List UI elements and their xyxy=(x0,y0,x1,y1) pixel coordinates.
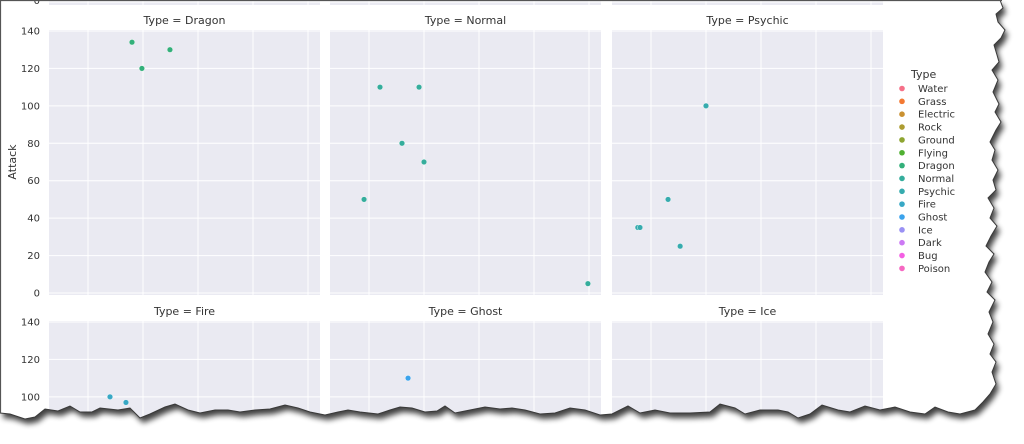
legend-label: Rock xyxy=(918,123,942,134)
facet-title: Type = Ghost xyxy=(428,305,503,318)
data-point xyxy=(703,102,710,109)
legend-title: Type xyxy=(910,68,936,81)
legend-marker-icon xyxy=(899,162,905,169)
legend-marker-icon xyxy=(899,149,905,156)
legend-marker-icon xyxy=(899,85,905,92)
data-point xyxy=(637,224,644,231)
data-point xyxy=(166,46,173,53)
ytick-label: 80 xyxy=(27,139,40,150)
data-point xyxy=(377,84,384,91)
legend-label: Flying xyxy=(918,148,948,159)
legend-item-ground: Ground xyxy=(899,135,955,146)
legend-label: Ghost xyxy=(918,213,947,224)
ytick-label: 0 xyxy=(34,0,40,7)
legend-marker-icon xyxy=(899,252,905,259)
legend-label: Water xyxy=(918,84,948,95)
legend-label: Poison xyxy=(918,264,950,275)
ytick-label: 20 xyxy=(27,251,40,262)
legend-item-bug: Bug xyxy=(899,251,938,262)
data-point xyxy=(584,280,591,287)
facet-panel-dragon: Type = Dragon xyxy=(49,14,320,295)
data-point xyxy=(421,158,428,165)
data-point xyxy=(122,399,129,406)
legend-item-rock: Rock xyxy=(899,123,942,134)
facet-panel-fire: Type = Fire xyxy=(49,305,320,419)
data-point xyxy=(416,84,423,91)
legend-item-dragon: Dragon xyxy=(899,161,955,172)
legend-label: Dark xyxy=(918,238,942,249)
legend-marker-icon xyxy=(899,98,905,105)
legend-label: Dragon xyxy=(918,161,955,172)
legend-item-ice: Ice xyxy=(899,225,933,236)
legend-marker-icon xyxy=(899,265,905,272)
ytick-label: 120 xyxy=(21,64,40,75)
legend-label: Electric xyxy=(918,110,955,121)
y-axis-label: Attack xyxy=(6,144,19,180)
legend-item-fire: Fire xyxy=(899,200,936,211)
legend-label: Ice xyxy=(918,225,933,236)
facet-title: Type = Ice xyxy=(718,305,777,318)
legend-marker-icon xyxy=(899,214,905,220)
legend-label: Ground xyxy=(918,135,955,146)
legend-label: Psychic xyxy=(918,187,955,198)
legend-marker-icon xyxy=(899,201,905,207)
legend-marker-icon xyxy=(899,227,905,233)
legend-marker-icon xyxy=(899,239,905,246)
data-point xyxy=(128,39,135,46)
ytick-label: 60 xyxy=(27,176,40,187)
legend-label: Fire xyxy=(918,200,936,211)
legend-marker-icon xyxy=(899,175,905,182)
facet-panel-normal: Type = Normal xyxy=(330,14,601,295)
data-point xyxy=(399,140,406,147)
data-point xyxy=(138,65,145,72)
legend-marker-icon xyxy=(899,111,905,117)
facet-panel-psychic: Type = Psychic xyxy=(612,14,883,295)
legend-item-normal: Normal xyxy=(899,174,954,185)
ytick-label: 140 xyxy=(21,318,40,329)
legend-item-flying: Flying xyxy=(899,148,948,159)
data-point xyxy=(106,393,113,400)
legend-item-dark: Dark xyxy=(899,238,942,249)
legend-marker-icon xyxy=(899,188,905,195)
data-point xyxy=(665,196,672,203)
data-point xyxy=(405,375,412,382)
ytick-label: 140 xyxy=(21,27,40,38)
facet-title: Type = Normal xyxy=(424,14,506,27)
legend-label: Normal xyxy=(918,174,954,185)
facet-panel-ice: Type = Ice xyxy=(612,305,883,419)
data-point xyxy=(361,196,368,203)
legend-item-water: Water xyxy=(899,84,948,95)
facet-panel-ghost: Type = Ghost xyxy=(330,305,601,419)
ytick-label: 100 xyxy=(21,101,40,112)
legend-marker-icon xyxy=(899,137,905,143)
legend-label: Grass xyxy=(918,97,946,108)
ytick-label: 40 xyxy=(27,214,40,225)
facet-title: Type = Fire xyxy=(153,305,215,318)
ytick-label: 100 xyxy=(21,392,40,403)
legend-marker-icon xyxy=(899,124,905,130)
legend-item-psychic: Psychic xyxy=(899,187,955,198)
legend-label: Bug xyxy=(918,251,938,262)
ytick-label: 0 xyxy=(34,289,40,300)
ytick-label: 120 xyxy=(21,355,40,366)
facet-title: Type = Dragon xyxy=(143,14,226,27)
legend-item-ghost: Ghost xyxy=(899,213,947,224)
data-point xyxy=(677,243,684,250)
legend-item-poison: Poison xyxy=(899,264,950,275)
legend-item-grass: Grass xyxy=(899,97,946,108)
chart-area: 0 Type = Dragon Type = Normal Type = Psychi… xyxy=(6,0,955,419)
torn-edge-outline xyxy=(0,0,1006,420)
legend-item-electric: Electric xyxy=(899,110,955,121)
facet-title: Type = Psychic xyxy=(705,14,788,27)
